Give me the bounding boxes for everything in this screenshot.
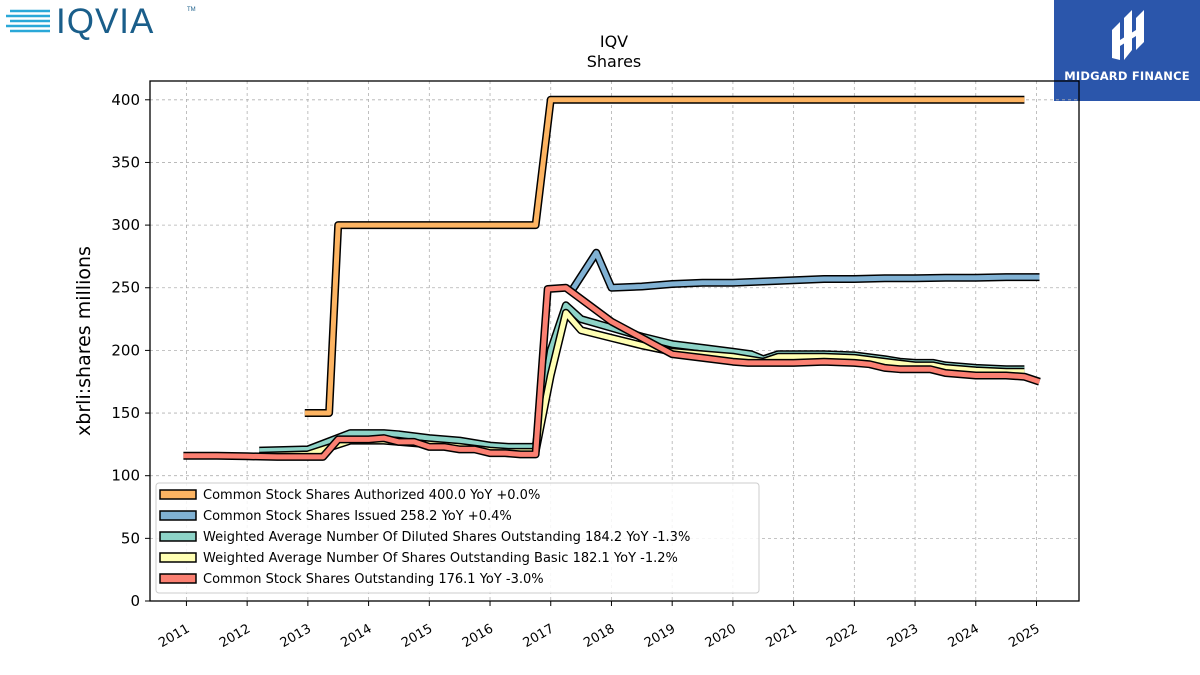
y-tick-label: 350	[111, 153, 140, 171]
x-tick-label: 2017	[521, 621, 557, 651]
iqvia-stripes-icon	[6, 9, 50, 33]
x-tick-label: 2015	[399, 621, 435, 651]
legend: Common Stock Shares Authorized 400.0 YoY…	[155, 482, 760, 594]
x-tick-label: 2023	[885, 621, 921, 651]
midgard-emblem-icon	[1112, 10, 1144, 60]
legend-label: Common Stock Shares Outstanding 176.1 Yo…	[203, 572, 544, 587]
y-tick-label: 250	[111, 279, 140, 297]
midgard-finance-logo: MIDGARD FINANCE	[1054, 0, 1200, 101]
x-tick-label: 2021	[763, 621, 799, 651]
x-tick-label: 2024	[946, 621, 982, 651]
x-tick-label: 2011	[156, 621, 192, 651]
legend-label: Weighted Average Number Of Diluted Share…	[203, 530, 690, 545]
legend-item-2: Common Stock Shares Issued 258.2 YoY +0.…	[159, 509, 512, 524]
series-line-5	[183, 283, 1041, 461]
x-tick-label: 2016	[460, 621, 496, 651]
y-tick-label: 200	[111, 341, 140, 359]
series-stroke	[259, 302, 1025, 454]
x-tick-label: 2019	[642, 621, 678, 651]
y-tick-label: 50	[121, 529, 140, 547]
iqvia-logo-tm: TM	[187, 7, 196, 13]
legend-label: Common Stock Shares Authorized 400.0 YoY…	[203, 488, 540, 503]
plot-frame	[149, 80, 1080, 602]
legend-item-5: Common Stock Shares Outstanding 176.1 Yo…	[159, 572, 544, 587]
legend-swatch	[159, 552, 197, 563]
legend-box	[155, 482, 760, 594]
legend-label: Weighted Average Number Of Shares Outsta…	[203, 551, 678, 566]
series-line-1	[304, 95, 1025, 417]
x-tick-label: 2013	[278, 621, 314, 651]
series-lines	[183, 95, 1041, 461]
legend-swatch	[159, 489, 197, 500]
x-tick-label: 2018	[581, 621, 617, 651]
chart-subtitle: Shares	[587, 52, 642, 71]
y-axis-label: xbrli:shares millions	[73, 246, 95, 436]
series-line-2	[568, 248, 1040, 293]
y-axis-ticks: 0 50 100 150 200 250 300 350 400	[111, 91, 150, 610]
legend-swatch	[159, 510, 197, 521]
y-tick-label: 300	[111, 216, 140, 234]
x-tick-label: 2012	[217, 621, 253, 651]
series-line-3	[259, 301, 1025, 455]
series-stroke	[569, 250, 1040, 292]
legend-swatch	[159, 531, 197, 542]
x-tick-label: 2025	[1006, 621, 1042, 651]
iqvia-logo-text: IQVIA	[56, 2, 154, 40]
x-tick-label: 2020	[703, 621, 739, 651]
series-outline	[259, 301, 1025, 455]
iqvia-logo-graphic: IQVIA TM	[6, 2, 196, 41]
legend-item-4: Weighted Average Number Of Shares Outsta…	[159, 551, 678, 566]
iqvia-logo: IQVIA TM	[4, 2, 204, 41]
legend-label: Common Stock Shares Issued 258.2 YoY +0.…	[203, 509, 512, 524]
chart-title: IQV	[600, 32, 628, 51]
x-tick-label: 2022	[824, 621, 860, 651]
series-stroke	[183, 285, 1041, 460]
series-stroke	[304, 97, 1025, 416]
x-axis-ticks: 2011 2012 2013 2014 2015 2016 2017 2018 2019 2020…	[156, 601, 1042, 651]
y-tick-label: 0	[130, 592, 140, 610]
y-tick-label: 150	[111, 404, 140, 422]
legend-item-3: Weighted Average Number Of Diluted Share…	[159, 530, 690, 545]
x-tick-label: 2014	[338, 621, 374, 651]
midgard-finance-logo-text: MIDGARD FINANCE	[1064, 69, 1190, 83]
legend-item-1: Common Stock Shares Authorized 400.0 YoY…	[159, 488, 540, 503]
y-tick-label: 400	[111, 91, 140, 109]
y-tick-label: 100	[111, 467, 140, 485]
legend-swatch	[159, 573, 197, 584]
